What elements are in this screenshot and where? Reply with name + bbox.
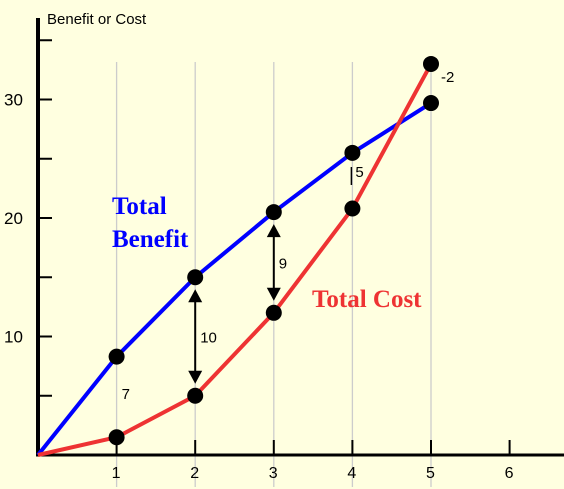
data-point (187, 269, 204, 286)
data-point (108, 348, 125, 365)
x-axis-ticks: 1 2 3 4 5 6 (112, 440, 514, 482)
net-benefit-label: 7 (122, 386, 130, 403)
annotation-labels: 7 10 9 5 -2 (122, 69, 455, 403)
data-point (108, 429, 125, 446)
data-point (344, 200, 361, 217)
arrow-head-down (188, 370, 203, 384)
series-line (36, 101, 433, 457)
data-point (423, 55, 439, 72)
arrow-head-up (188, 289, 203, 303)
data-point (423, 95, 439, 112)
arrow-head-down (266, 287, 281, 301)
series-label-total-benefit: Benefit (112, 226, 189, 253)
data-points (108, 55, 439, 446)
difference-arrows (188, 167, 353, 384)
net-benefit-label: 5 (355, 164, 363, 181)
net-benefit-label: -2 (441, 69, 454, 86)
x-tick-label: 6 (505, 465, 514, 482)
data-point (187, 387, 204, 404)
series-line (37, 62, 433, 457)
arrow-head-up (266, 224, 281, 238)
y-tick-label: 10 (4, 328, 23, 347)
data-point (265, 204, 282, 221)
x-tick-label: 4 (347, 465, 356, 482)
data-point (344, 144, 361, 161)
net-benefit-label: 10 (200, 330, 217, 347)
x-tick-label: 3 (269, 465, 278, 482)
y-tick-label: 30 (4, 91, 23, 110)
series-lines (36, 62, 433, 457)
series-label-total-benefit: Total (112, 193, 167, 220)
net-benefit-label: 9 (279, 255, 287, 272)
x-tick-label: 1 (112, 465, 121, 482)
y-axis-ticks: 10 20 30 (4, 39, 52, 397)
y-tick-label: 20 (4, 209, 23, 228)
x-tick-label: 2 (190, 465, 199, 482)
series-labels: Total Benefit Total Cost (112, 193, 422, 313)
y-axis-label: Benefit or Cost (47, 11, 147, 28)
x-tick-label: 5 (426, 465, 435, 482)
series-label-total-cost: Total Cost (312, 286, 422, 313)
data-point (265, 304, 282, 321)
